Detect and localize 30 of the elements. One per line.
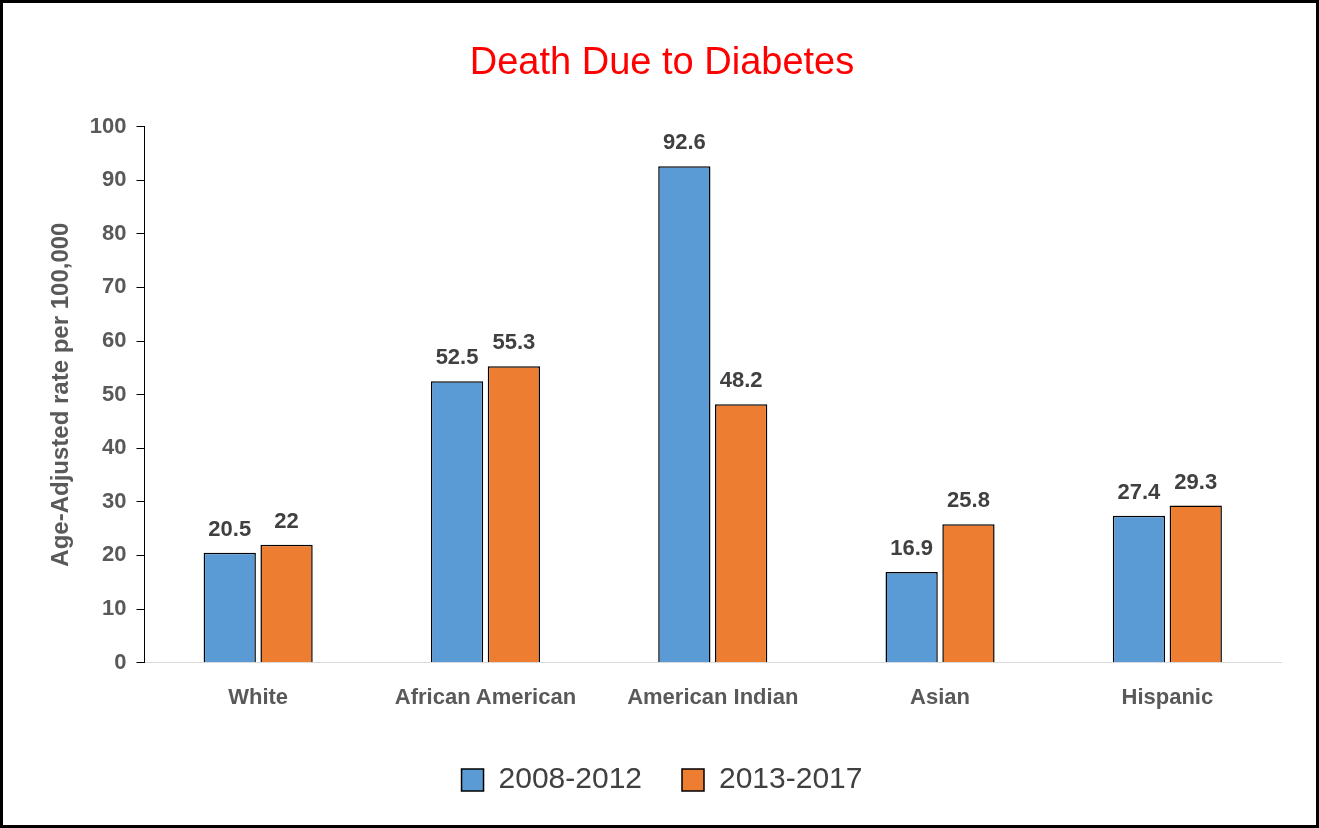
y-tick-label: 0 <box>114 648 127 674</box>
y-tick-label: 90 <box>102 166 127 192</box>
x-tick-label: Asian <box>910 683 971 709</box>
legend-label: 2008-2012 <box>498 761 642 795</box>
legend-label: 2013-2017 <box>719 761 863 795</box>
data-label: 92.6 <box>662 129 706 155</box>
data-label: 25.8 <box>947 487 990 513</box>
data-label: 22 <box>274 507 299 533</box>
data-label: 55.3 <box>492 329 536 355</box>
data-label: 16.9 <box>890 535 934 561</box>
data-label: 48.2 <box>719 367 763 393</box>
y-tick-label: 50 <box>102 380 127 406</box>
y-tick-label: 10 <box>102 595 127 621</box>
y-tick-label: 100 <box>89 112 127 138</box>
y-tick-label: 70 <box>102 273 127 299</box>
y-tick-label: 80 <box>102 219 127 245</box>
y-tick-label: 20 <box>102 541 127 567</box>
y-tick-label: 60 <box>102 327 127 353</box>
y-axis-title: Age-Adjusted rate per 100,000 <box>46 222 74 567</box>
x-tick-label: African American <box>394 683 577 709</box>
chart-title: Death Due to Diabetes <box>469 40 855 83</box>
data-label: 20.5 <box>208 515 252 541</box>
y-tick-label: 30 <box>102 487 127 513</box>
x-tick-label: Hispanic <box>1121 683 1214 709</box>
data-label: 27.4 <box>1117 478 1162 504</box>
x-tick-label: White <box>228 683 289 709</box>
data-label: 52.5 <box>435 344 479 370</box>
x-tick-label: American Indian <box>627 683 799 709</box>
data-label: 29.3 <box>1174 468 1218 494</box>
y-tick-label: 40 <box>102 434 127 460</box>
